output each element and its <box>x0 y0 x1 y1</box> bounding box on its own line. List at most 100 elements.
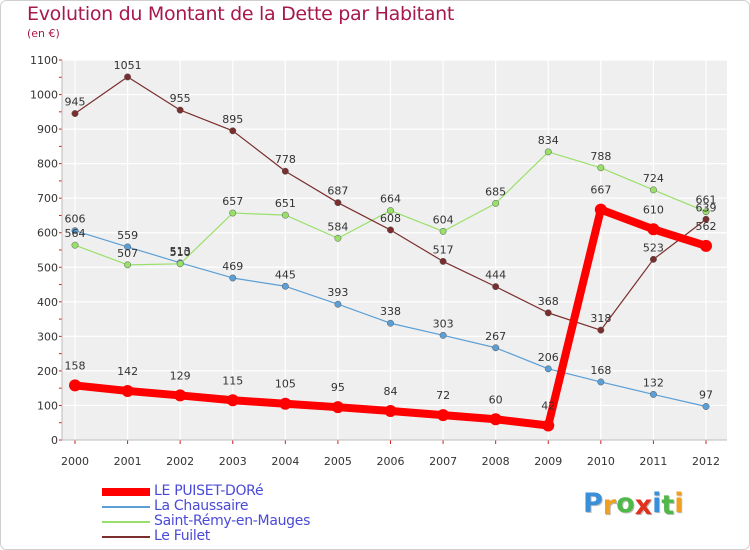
data-label-2: 584 <box>327 220 348 233</box>
legend-label: La Chaussaire <box>154 498 249 514</box>
data-label-1: 559 <box>117 229 138 242</box>
data-label-0: 95 <box>331 381 345 394</box>
logo-letter: i <box>652 488 662 519</box>
data-point-0 <box>384 404 397 417</box>
data-point-1 <box>334 300 342 308</box>
data-point-2 <box>334 234 342 242</box>
data-label-3: 368 <box>538 295 559 308</box>
data-label-3: 517 <box>433 243 454 256</box>
x-tick-label: 2005 <box>324 455 352 468</box>
data-label-3: 318 <box>590 312 611 325</box>
y-tick-label: 200 <box>37 365 58 378</box>
data-label-0: 105 <box>275 378 296 391</box>
x-tick-label: 2007 <box>429 455 457 468</box>
data-label-2: 834 <box>538 134 559 147</box>
data-label-1: 303 <box>433 317 454 330</box>
logo-letter: o <box>616 488 635 519</box>
data-label-1: 338 <box>380 305 401 318</box>
data-point-2 <box>597 164 605 172</box>
y-tick-label: 1000 <box>30 89 58 102</box>
data-label-0: 158 <box>65 359 86 372</box>
data-point-1 <box>649 390 657 398</box>
data-label-2: 661 <box>696 194 717 207</box>
y-tick-label: 100 <box>37 399 58 412</box>
data-label-2: 651 <box>275 197 296 210</box>
data-label-1: 132 <box>643 376 664 389</box>
data-point-0 <box>489 413 502 426</box>
data-label-1: 206 <box>538 351 559 364</box>
y-tick-label: 400 <box>37 296 58 309</box>
legend-item: Le Fuilet <box>102 529 462 544</box>
y-tick-label: 600 <box>37 227 58 240</box>
data-label-3: 639 <box>696 201 717 214</box>
data-label-1: 469 <box>222 260 243 273</box>
data-label-1: 97 <box>699 388 713 401</box>
y-tick-label: 1100 <box>30 54 58 67</box>
data-point-1 <box>702 403 710 410</box>
legend-label: Saint-Rémy-en-Mauges <box>154 513 311 529</box>
data-point-1 <box>71 227 79 235</box>
data-point-3 <box>387 226 394 234</box>
chart-title: Evolution du Montant de la Dette par Hab… <box>27 3 455 25</box>
data-point-2 <box>492 199 500 207</box>
data-label-0: 72 <box>436 389 450 402</box>
x-tick-label: 2002 <box>166 455 194 468</box>
data-point-3 <box>71 110 79 117</box>
legend-swatch <box>102 520 150 523</box>
data-label-2: 724 <box>643 172 664 185</box>
legend-label: Le Fuilet <box>154 528 210 544</box>
data-label-1: 267 <box>485 330 506 343</box>
data-label-2: 788 <box>590 150 611 163</box>
data-point-3 <box>124 73 132 81</box>
data-point-0 <box>121 384 134 397</box>
data-point-3 <box>702 215 710 223</box>
data-point-1 <box>387 319 394 327</box>
data-point-3 <box>544 309 552 317</box>
data-point-3 <box>597 326 605 334</box>
data-point-0 <box>174 389 187 402</box>
data-label-0: 84 <box>384 385 398 398</box>
data-point-1 <box>281 282 289 290</box>
data-point-2 <box>71 241 79 249</box>
x-tick-label: 2011 <box>639 455 667 468</box>
data-point-2 <box>439 227 447 235</box>
plot-area <box>62 60 727 440</box>
data-point-2 <box>544 148 552 156</box>
data-label-2: 604 <box>433 213 454 226</box>
data-point-1 <box>124 243 132 251</box>
data-label-1: 445 <box>275 268 296 281</box>
data-label-1: 168 <box>590 364 611 377</box>
data-point-0 <box>279 397 292 410</box>
x-tick-label: 2012 <box>692 455 720 468</box>
y-tick-label: 700 <box>37 192 58 205</box>
data-label-2: 657 <box>222 195 243 208</box>
data-label-3: 955 <box>170 92 191 105</box>
legend-swatch <box>102 505 150 508</box>
data-point-2 <box>387 207 394 215</box>
data-label-3: 1051 <box>114 59 142 72</box>
data-point-3 <box>229 127 237 135</box>
data-label-0: 667 <box>590 184 611 197</box>
x-tick-label: 2001 <box>114 455 142 468</box>
y-tick-label: 500 <box>37 261 58 274</box>
data-point-1 <box>439 331 447 339</box>
data-point-3 <box>334 199 342 207</box>
data-point-0 <box>647 223 660 236</box>
data-point-1 <box>492 344 500 352</box>
data-label-2: 507 <box>117 247 138 260</box>
data-label-0: 42 <box>541 399 555 412</box>
data-label-3: 945 <box>65 96 86 109</box>
logo-letter: r <box>602 490 617 521</box>
data-point-2 <box>281 211 289 219</box>
chart-unit-label: (en €) <box>27 27 60 40</box>
x-tick-label: 2000 <box>61 455 89 468</box>
data-label-1: 393 <box>327 286 348 299</box>
legend: LE PUISET-DORé La Chaussaire Saint-Rémy-en… <box>102 484 462 544</box>
legend-item: La Chaussaire <box>102 499 462 514</box>
logo-letter: t <box>661 490 675 521</box>
data-label-0: 610 <box>643 203 664 216</box>
data-label-3: 523 <box>643 241 664 254</box>
x-tick-label: 2004 <box>271 455 299 468</box>
data-point-0 <box>594 203 607 216</box>
